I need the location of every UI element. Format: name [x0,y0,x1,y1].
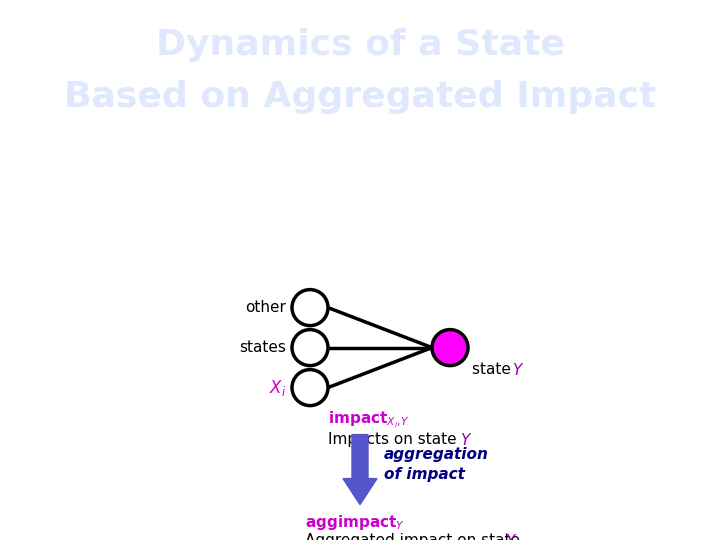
Text: Dynamics of a State: Dynamics of a State [156,29,564,62]
Text: of impact: of impact [384,467,465,482]
Polygon shape [343,435,377,504]
Circle shape [292,289,328,326]
Text: Impacts on state: Impacts on state [328,431,462,447]
Text: states: states [239,340,286,355]
Text: $\mathbf{impact}_{X_i,\!Y}$: $\mathbf{impact}_{X_i,\!Y}$ [328,410,410,430]
Text: state: state [472,362,516,377]
Text: $Y$: $Y$ [460,431,472,448]
Text: $Y$: $Y$ [505,532,517,540]
Text: $\mathbf{aggimpact}_Y$: $\mathbf{aggimpact}_Y$ [305,512,405,531]
Text: Aggregated impact on state: Aggregated impact on state [305,532,525,540]
Text: aggregation: aggregation [384,447,489,462]
Circle shape [292,329,328,366]
Text: Based on Aggregated Impact: Based on Aggregated Impact [64,80,656,114]
Circle shape [432,329,468,366]
Circle shape [292,369,328,406]
Text: $X_i$: $X_i$ [269,377,286,397]
Text: $Y$: $Y$ [512,362,524,377]
Text: other: other [245,300,286,315]
